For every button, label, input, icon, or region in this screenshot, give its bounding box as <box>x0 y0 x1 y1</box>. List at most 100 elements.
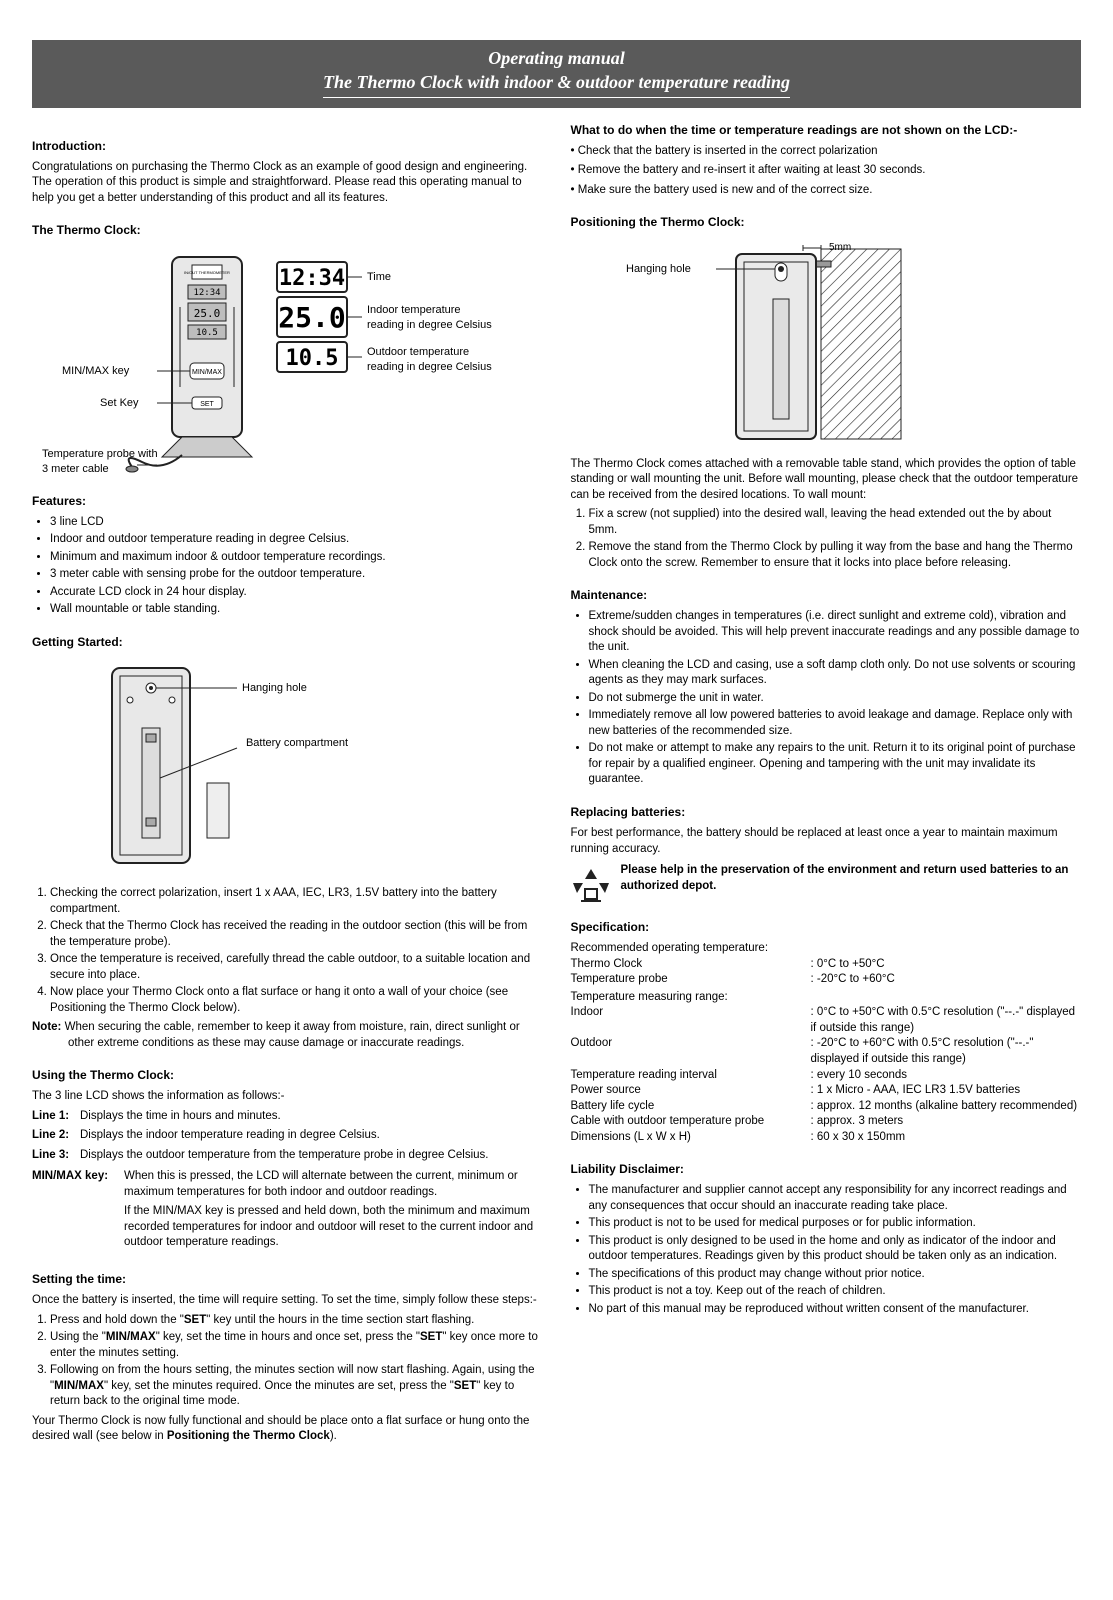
whattodo-2: • Remove the battery and re-insert it af… <box>571 163 1082 179</box>
list-item: Minimum and maximum indoor & outdoor tem… <box>50 550 543 566</box>
lcd-indoor: 25.0 <box>278 301 345 334</box>
recycle-text: Please help in the preservation of the e… <box>621 863 1082 894</box>
spec-row: Dimensions (L x W x H): 60 x 30 x 150mm <box>571 1130 1082 1146</box>
list-item: Check that the Thermo Clock has received… <box>50 919 543 950</box>
features-heading: Features: <box>32 493 543 509</box>
note-text: When securing the cable, remember to kee… <box>61 1021 519 1049</box>
whattodo-3: • Make sure the battery used is new and … <box>571 183 1082 199</box>
callout-hanging-hole: Hanging hole <box>242 682 307 694</box>
spec-row: Power source: 1 x Micro - AAA, IEC LR3 1… <box>571 1083 1082 1099</box>
maint-list: Extreme/sudden changes in temperatures (… <box>571 609 1082 788</box>
callout-time: Time <box>367 271 391 283</box>
list-item: Now place your Thermo Clock onto a flat … <box>50 985 543 1016</box>
list-item: Accurate LCD clock in 24 hour display. <box>50 585 543 601</box>
list-item: 3 line LCD <box>50 515 543 531</box>
spec-intro: Recommended operating temperature: <box>571 941 1082 957</box>
lcd-time: 12:34 <box>279 266 345 291</box>
pos-steps: Fix a screw (not supplied) into the desi… <box>571 507 1082 571</box>
minmax-label: MIN/MAX key: <box>32 1169 124 1185</box>
whattodo-1: • Check that the battery is inserted in … <box>571 144 1082 160</box>
callout-probe: Temperature probe with 3 meter cable <box>42 447 162 477</box>
pos-text: The Thermo Clock comes attached with a r… <box>571 457 1082 504</box>
list-item: This product is not a toy. Keep out of t… <box>589 1284 1082 1300</box>
svg-text:SET: SET <box>200 401 214 408</box>
callout-minmax-key: MIN/MAX key <box>62 365 130 377</box>
callout-outdoor: Outdoor temperature reading in degree Ce… <box>367 345 492 375</box>
list-item: Press and hold down the "SET" key until … <box>50 1313 543 1329</box>
header-subtitle: The Thermo Clock with indoor & outdoor t… <box>323 70 790 97</box>
header-title: Operating manual <box>32 46 1081 70</box>
diagram-wall: 5mm Hanging hole <box>571 239 1082 449</box>
callout-indoor: Indoor temperature reading in degree Cel… <box>367 303 492 333</box>
liab-heading: Liability Disclaimer: <box>571 1161 1082 1177</box>
diagram-front: IN/OUT THERMOMETER 12:34 25.0 10.5 MIN/M… <box>32 247 543 477</box>
callout-set-key: Set Key <box>100 397 139 409</box>
list-item: Remove the stand from the Thermo Clock b… <box>589 540 1082 571</box>
svg-text:10.5: 10.5 <box>196 328 218 338</box>
thermo-heading: The Thermo Clock: <box>32 222 543 238</box>
spec-row: Outdoor: -20°C to +60°C with 0.5°C resol… <box>571 1036 1082 1067</box>
note-label: Note: <box>32 1021 61 1033</box>
list-item: Do not submerge the unit in water. <box>589 691 1082 707</box>
recycle-row: Please help in the preservation of the e… <box>571 863 1082 903</box>
left-column: Introduction: Congratulations on purchas… <box>32 122 543 1449</box>
right-column: What to do when the time or temperature … <box>571 122 1082 1449</box>
list-item: 3 meter cable with sensing probe for the… <box>50 567 543 583</box>
using-heading: Using the Thermo Clock: <box>32 1067 543 1083</box>
list-item: Once the temperature is received, carefu… <box>50 952 543 983</box>
features-list: 3 line LCD Indoor and outdoor temperatur… <box>32 515 543 618</box>
intro-heading: Introduction: <box>32 138 543 154</box>
setting-steps: Press and hold down the "SET" key until … <box>32 1313 543 1410</box>
setting-heading: Setting the time: <box>32 1271 543 1287</box>
svg-text:MIN/MAX: MIN/MAX <box>192 369 222 376</box>
list-item: No part of this manual may be reproduced… <box>589 1302 1082 1318</box>
list-item: Using the "MIN/MAX" key, set the time in… <box>50 1330 543 1361</box>
list-item: This product is not to be used for medic… <box>589 1216 1082 1232</box>
spec-row: Cable with outdoor temperature probe: ap… <box>571 1114 1082 1130</box>
spec-row: Indoor: 0°C to +50°C with 0.5°C resoluti… <box>571 1005 1082 1036</box>
list-item: Wall mountable or table standing. <box>50 602 543 618</box>
list-item: The specifications of this product may c… <box>589 1267 1082 1283</box>
list-item: Immediately remove all low powered batte… <box>589 708 1082 739</box>
repl-text: For best performance, the battery should… <box>571 826 1082 857</box>
pos-heading: Positioning the Thermo Clock: <box>571 214 1082 230</box>
list-item: Fix a screw (not supplied) into the desi… <box>589 507 1082 538</box>
whattodo-heading: What to do when the time or temperature … <box>571 122 1082 138</box>
spec-heading: Specification: <box>571 919 1082 935</box>
list-item: This product is only designed to be used… <box>589 1234 1082 1265</box>
recycle-icon <box>571 863 611 903</box>
repl-heading: Replacing batteries: <box>571 804 1082 820</box>
diagram-back: Hanging hole Battery compartment <box>32 658 543 878</box>
list-item: The manufacturer and supplier cannot acc… <box>589 1183 1082 1214</box>
svg-text:25.0: 25.0 <box>194 307 221 320</box>
list-item: Checking the correct polarization, inser… <box>50 886 543 917</box>
minmax-block: MIN/MAX key: When this is pressed, the L… <box>32 1169 543 1255</box>
spec-row: Temperature reading interval: every 10 s… <box>571 1068 1082 1084</box>
getting-heading: Getting Started: <box>32 634 543 650</box>
lcd-outdoor: 10.5 <box>286 346 339 371</box>
line3: Line 3:Displays the outdoor temperature … <box>32 1148 543 1164</box>
setting-intro: Once the battery is inserted, the time w… <box>32 1293 543 1309</box>
header-bar: Operating manual The Thermo Clock with i… <box>32 40 1081 108</box>
line1: Line 1:Displays the time in hours and mi… <box>32 1109 543 1125</box>
list-item: Do not make or attempt to make any repai… <box>589 741 1082 788</box>
intro-text: Congratulations on purchasing the Thermo… <box>32 160 543 207</box>
callout-hanging-hole: Hanging hole <box>626 263 691 275</box>
svg-text:12:34: 12:34 <box>193 288 220 298</box>
minmax-p1: When this is pressed, the LCD will alter… <box>124 1169 543 1200</box>
spec-row: Battery life cycle: approx. 12 months (a… <box>571 1099 1082 1115</box>
fivemm-label: 5mm <box>829 242 851 253</box>
note: Note: When securing the cable, remember … <box>32 1020 543 1051</box>
getting-steps: Checking the correct polarization, inser… <box>32 886 543 1016</box>
callout-battery: Battery compartment <box>242 736 352 751</box>
liab-list: The manufacturer and supplier cannot acc… <box>571 1183 1082 1317</box>
list-item: Extreme/sudden changes in temperatures (… <box>589 609 1082 656</box>
spec-range-h: Temperature measuring range: <box>571 990 1082 1006</box>
lcd-top-label: IN/OUT THERMOMETER <box>184 270 230 275</box>
list-item: Following on from the hours setting, the… <box>50 1363 543 1410</box>
list-item: Indoor and outdoor temperature reading i… <box>50 532 543 548</box>
spec-row: Thermo Clock: 0°C to +50°C <box>571 957 1082 973</box>
using-intro: The 3 line LCD shows the information as … <box>32 1089 543 1105</box>
spec-row: Temperature probe: -20°C to +60°C <box>571 972 1082 988</box>
setting-out: Your Thermo Clock is now fully functiona… <box>32 1414 543 1445</box>
